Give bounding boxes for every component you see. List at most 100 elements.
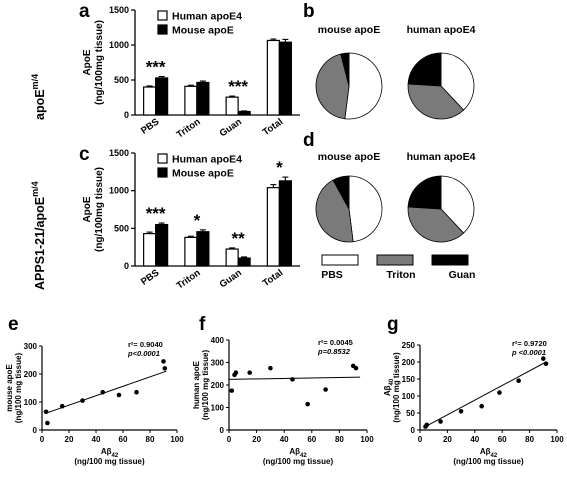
pie-slice-guan [332, 175, 350, 210]
bar-human-apoe4 [266, 39, 280, 116]
pie-legend-swatch-pbs [321, 254, 359, 266]
pie-slice-pbs [348, 175, 383, 243]
x-axis-label: Aβ42 [101, 447, 119, 459]
y-axis-label-line: ApoE [82, 196, 93, 222]
data-point [229, 388, 235, 393]
legend-label: Human apoE4 [172, 154, 242, 166]
svg-text:apoEm/4: apoEm/4 [30, 74, 47, 120]
pie-slice-guan [407, 52, 442, 87]
y-axis-label-main: Aβ [383, 385, 392, 396]
legend-swatch-mouse-apoe [157, 167, 168, 178]
panel-letter-d: d [303, 130, 315, 151]
panel-letter-e: e [8, 314, 19, 335]
y-tick-label: 200 [24, 370, 38, 379]
bar-human-apoe4 [266, 187, 280, 267]
data-point [516, 378, 521, 384]
y-tick-label: 0 [220, 426, 225, 435]
pie-legend-swatch-triton [376, 254, 414, 266]
data-point [543, 361, 549, 367]
pie-charts-d: mouse apoE human apoE4 [315, 151, 476, 243]
pie-slice-guan [407, 175, 442, 210]
data-point [458, 409, 464, 414]
scatter-plot-e: 0 100 200 300 0 20 40 60 80 100 r²= 0.9040p<0.0001… [5, 340, 184, 466]
y-tick-label: 200 [211, 381, 225, 390]
y-axis-label-main: mouse apoE [5, 364, 14, 412]
panel-letter-c: c [79, 144, 90, 165]
data-point [497, 390, 502, 395]
significance-marker: * [194, 211, 201, 230]
fit-statistic: p<0.0001 [127, 349, 160, 358]
pie-title: mouse apoE [318, 151, 380, 163]
significance-marker: *** [146, 58, 166, 77]
y-axis-label: ApoE(ng/100mg tissue) [82, 20, 105, 105]
y-tick-label: 200 [402, 358, 416, 367]
category-label: Guan [218, 116, 244, 139]
y-tick-label: 0 [124, 261, 129, 271]
x-tick-label: 80 [146, 435, 155, 444]
pie-slice-triton [407, 206, 465, 243]
x-axis-label-sub: 42 [490, 453, 497, 459]
y-axis-label-line: (ng/100mg tissue) [94, 20, 105, 105]
panel-letter-g: g [387, 314, 399, 335]
y-tick-label: 1500 [109, 148, 129, 158]
x-tick-label: 40 [92, 435, 101, 444]
data-point [305, 401, 310, 407]
x-tick-label: 80 [525, 435, 534, 444]
bar-mouse-apoe [196, 81, 210, 116]
fit-statistic: p=0.8532 [317, 347, 351, 356]
y-axis-label: mouse apoE [5, 364, 14, 412]
y-tick-label: 100 [24, 398, 38, 407]
x-axis-label-main: Aβ [480, 447, 491, 456]
bar-human-apoe4 [143, 233, 157, 267]
data-point [424, 422, 430, 428]
pie-title: human apoE4 [407, 24, 476, 36]
fit-statistic: r²= 0.9040 [128, 340, 163, 349]
y-axis-label-main: human apoE [192, 360, 201, 409]
y-axis-label-sub: 40 [389, 378, 395, 385]
significance-marker: *** [228, 77, 248, 96]
pie-slice-triton [407, 83, 465, 120]
scatter-plot-f: 0 100 200 300 400 0 20 40 60 80 100 r²= 0.0045p=0.8… [192, 336, 374, 466]
x-tick-label: 0 [227, 435, 232, 444]
svg-text:APPS1-21/apoEm/4: APPS1-21/apoEm/4 [30, 181, 47, 290]
x-axis-label-main: Aβ [101, 447, 112, 456]
pie-slice-pbs [440, 175, 475, 234]
data-point [290, 377, 295, 382]
y-tick-label: 250 [402, 341, 416, 350]
pie-legend: PBS Triton Guan [321, 254, 475, 281]
significance-marker: ** [232, 229, 246, 248]
x-tick-label: 0 [40, 435, 45, 444]
regression-line [425, 361, 547, 428]
x-tick-label: 100 [360, 435, 374, 444]
y-tick-label: 500 [114, 75, 129, 85]
data-point [233, 370, 239, 375]
fit-statistic: r²= 0.9720 [512, 339, 547, 348]
bar-mouse-apoe [278, 180, 292, 267]
category-label: Triton [175, 267, 203, 291]
category-label: Total [261, 267, 285, 289]
regression-line [228, 376, 361, 380]
pie-title: human apoE4 [407, 151, 476, 163]
legend-swatch-mouse-apoe [157, 24, 168, 35]
category-label: Total [261, 116, 285, 138]
x-tick-label: 0 [418, 435, 423, 444]
y-tick-label: 150 [402, 375, 416, 384]
data-point [247, 370, 252, 375]
panel-letter-a: a [79, 1, 90, 22]
row-label-top: apoEm/4 [30, 74, 47, 120]
bar-human-apoe4 [225, 96, 239, 116]
x-tick-label: 60 [119, 435, 128, 444]
category-label: PBS [139, 116, 161, 136]
bar-mouse-apoe [155, 223, 169, 267]
y-axis-label: human apoE [192, 360, 201, 409]
bar-chart-a: 0 500 1000 1500 ApoE(ng/100mg tissue) PBS *** T… [82, 5, 300, 141]
data-point [479, 403, 484, 409]
y-tick-label: 1500 [109, 5, 129, 15]
y-tick-label: 400 [211, 336, 225, 345]
y-tick-label: 300 [211, 359, 225, 368]
y-tick-label: 1000 [109, 186, 129, 196]
legend-label: Mouse apoE [172, 25, 234, 37]
x-tick-label: 20 [65, 435, 74, 444]
legend-label: Mouse apoE [172, 168, 234, 180]
fit-statistic: r²= 0.0045 [318, 338, 353, 347]
